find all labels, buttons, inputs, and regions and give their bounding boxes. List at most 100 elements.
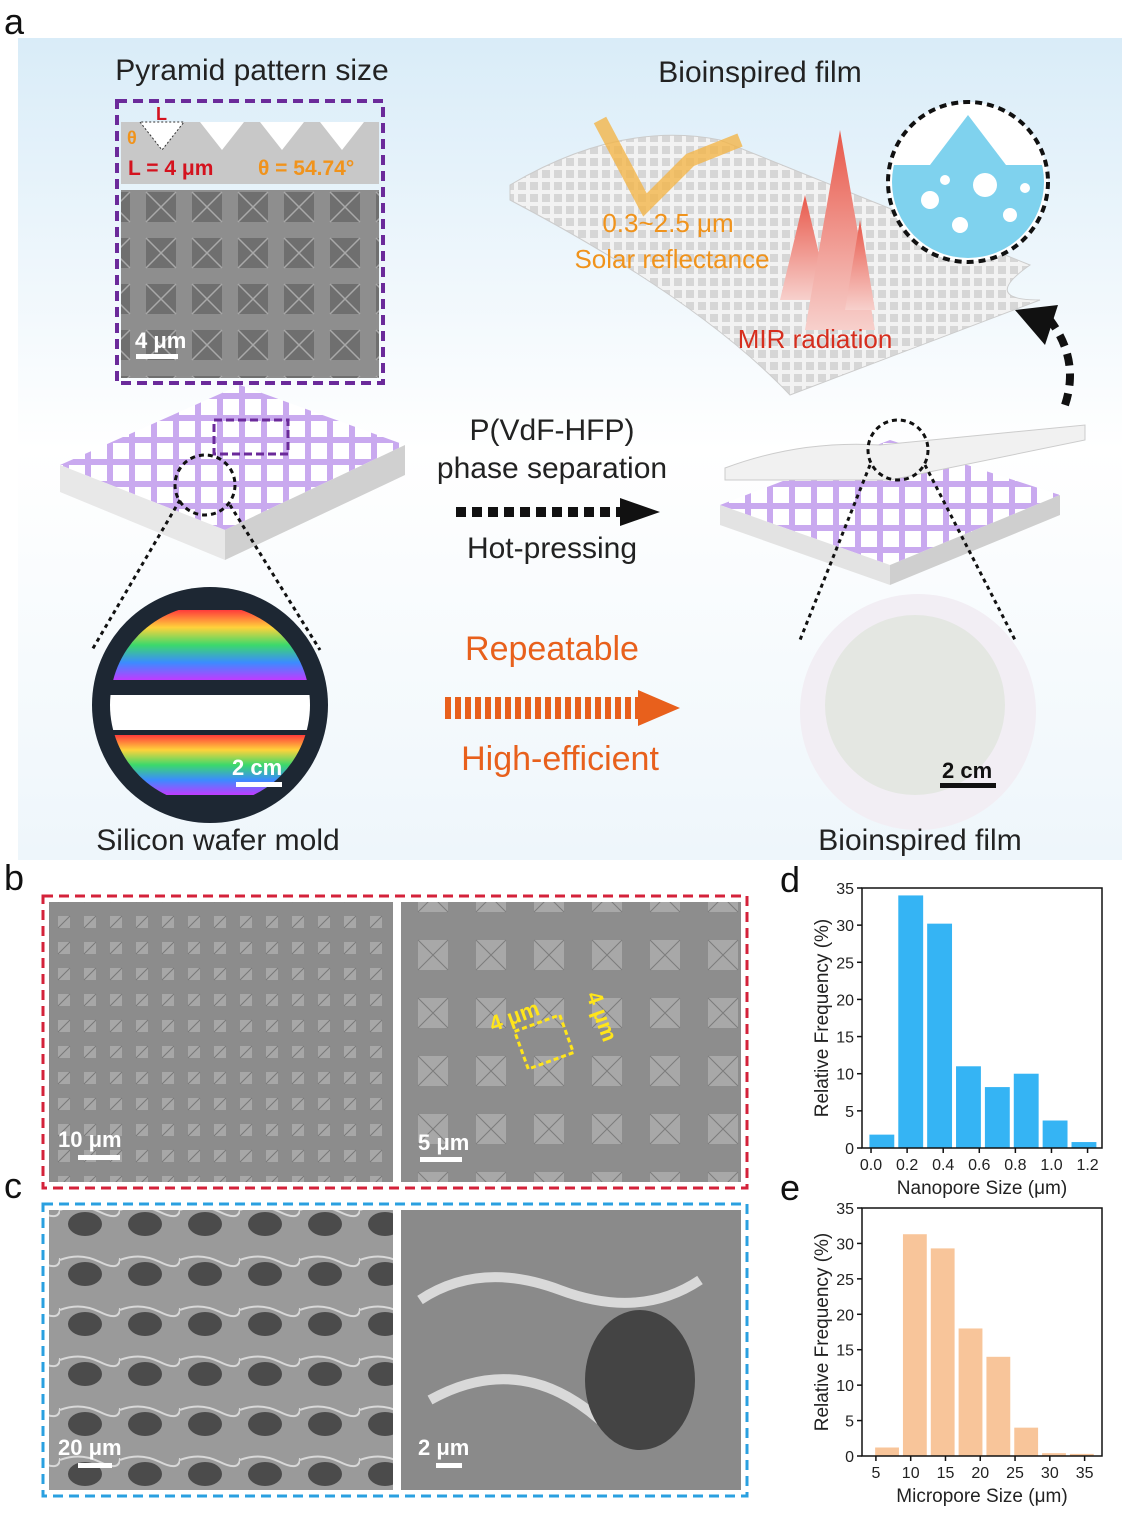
y-axis-label: Relative Frequency (%)	[812, 1233, 833, 1432]
x-tick-label: 1.2	[1076, 1157, 1098, 1174]
sem-texture	[417, 1272, 703, 1424]
scale-bar	[236, 782, 282, 787]
x-tick-label: 0.4	[932, 1157, 954, 1174]
film-sheet	[724, 424, 1086, 481]
scale-bar-label: 2 μm	[418, 1435, 469, 1460]
scale-bar-label: 2 cm	[232, 755, 282, 780]
feature-label: High-efficient	[461, 740, 659, 778]
zoom-box	[212, 418, 290, 456]
panel-frame	[41, 1202, 749, 1498]
y-tick-label: 0	[845, 1141, 854, 1158]
sem-image	[49, 1210, 393, 1490]
bar	[875, 1447, 899, 1456]
pyramid-outline	[138, 121, 186, 151]
y-tick-label: 10	[836, 1378, 854, 1395]
x-axis-label: Micropore Size (μm)	[896, 1486, 1067, 1507]
mold-top	[60, 385, 405, 530]
zoom-line	[90, 499, 322, 651]
y-tick-label: 15	[836, 1343, 854, 1360]
bar	[927, 923, 953, 1148]
solar-label: Solar reflectance	[574, 244, 769, 274]
panel-frame	[41, 894, 749, 1190]
zoom-circle	[866, 418, 930, 482]
bar	[930, 1248, 955, 1456]
x-tick-label: 0.2	[896, 1157, 918, 1174]
bar	[1042, 1120, 1068, 1148]
film-title: Bioinspired film	[658, 56, 861, 89]
y-tick-label: 5	[845, 1414, 854, 1431]
solar-label: 0.3~2.5 μm	[602, 208, 733, 238]
process-label: phase separation	[437, 452, 667, 485]
dimension-box	[512, 1013, 576, 1071]
x-tick-label: 1.0	[1040, 1157, 1062, 1174]
mold-side	[225, 445, 405, 560]
bar	[898, 895, 924, 1148]
scale-bar-label: 2 cm	[942, 758, 992, 783]
scale-bar	[940, 783, 996, 788]
plot-frame	[861, 1207, 1103, 1457]
x-tick-label: 15	[937, 1465, 955, 1482]
bar	[902, 1234, 927, 1456]
theta-value: θ = 54.74°	[258, 157, 354, 180]
arrow	[1046, 317, 1074, 407]
x-tick-label: 0.0	[860, 1157, 882, 1174]
mir-arrow	[845, 220, 875, 310]
bar	[869, 1134, 895, 1148]
bar	[956, 1066, 981, 1148]
zoom-circle	[173, 453, 237, 517]
x-tick-label: 25	[1006, 1465, 1024, 1482]
panel-label: b	[4, 857, 24, 898]
l-value: L = 4 μm	[128, 157, 213, 180]
scale-bar	[136, 354, 178, 359]
plot-frame	[861, 887, 1103, 1149]
x-tick-label: 0.6	[968, 1157, 990, 1174]
x-tick-label: 10	[902, 1465, 920, 1482]
x-tick-label: 0.8	[1004, 1157, 1026, 1174]
film	[825, 615, 1005, 795]
x-tick-label: 20	[971, 1465, 989, 1482]
scale-bar	[436, 1463, 462, 1468]
y-tick-label: 35	[836, 881, 854, 898]
y-tick-label: 35	[836, 1201, 854, 1218]
mold-side	[890, 495, 1060, 585]
x-tick-label: 35	[1076, 1465, 1094, 1482]
feature-label: Repeatable	[465, 630, 639, 668]
scale-bar-label: 5 μm	[418, 1130, 469, 1155]
scale-bar-label: 20 μm	[58, 1435, 122, 1460]
bar	[1071, 1142, 1097, 1148]
bar	[1069, 1453, 1094, 1456]
panel-label: c	[4, 1165, 22, 1206]
y-tick-label: 5	[845, 1104, 854, 1121]
bar	[958, 1328, 983, 1456]
y-tick-label: 15	[836, 1030, 854, 1047]
process-label: Hot-pressing	[467, 532, 637, 565]
solar-arrow	[593, 116, 743, 217]
panel-label: e	[780, 1167, 800, 1208]
bar	[986, 1356, 1011, 1456]
mold-side	[60, 465, 225, 560]
scale-bar-label: 4 μm	[135, 328, 186, 353]
pyramid-profile	[200, 122, 364, 150]
inset-title: Pyramid pattern size	[115, 54, 388, 87]
y-tick-label: 0	[845, 1449, 854, 1466]
y-tick-label: 25	[836, 955, 854, 972]
caption: Bioinspired film	[818, 824, 1021, 857]
y-tick-label: 10	[836, 1067, 854, 1084]
y-tick-label: 20	[836, 1307, 854, 1324]
arrow-head	[638, 690, 680, 726]
y-axis-label: Relative Frequency (%)	[812, 919, 833, 1118]
caption: Silicon wafer mold	[96, 824, 339, 857]
scale-bar	[78, 1155, 120, 1160]
panel-label: d	[780, 859, 800, 900]
zoom-line	[798, 464, 1017, 641]
y-tick-label: 25	[836, 1272, 854, 1289]
scale-bar-label: 10 μm	[58, 1127, 122, 1152]
inset-frame	[115, 99, 385, 385]
sem-image	[49, 902, 393, 1182]
sem-texture	[585, 1310, 695, 1450]
arrow-head	[1015, 305, 1058, 345]
arrow-head	[620, 498, 660, 526]
y-tick-label: 20	[836, 992, 854, 1009]
y-tick-label: 30	[836, 918, 854, 935]
